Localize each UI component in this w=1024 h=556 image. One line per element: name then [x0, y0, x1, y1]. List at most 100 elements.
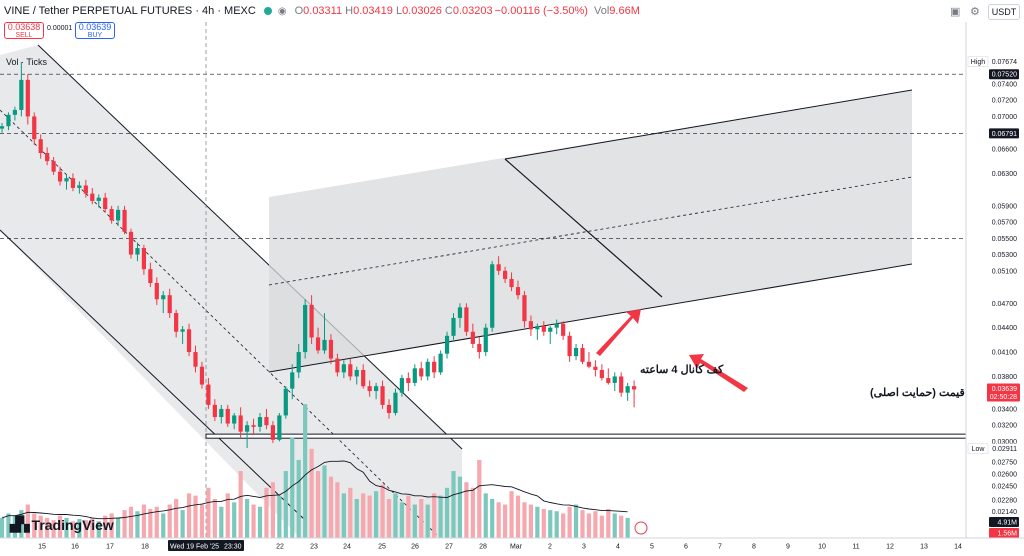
- volume-bar: [38, 515, 43, 538]
- candle-body: [245, 425, 250, 432]
- volume-bar: [225, 493, 230, 538]
- candle-body: [593, 366, 598, 370]
- header-volume: Vol9.66M: [593, 5, 640, 17]
- volume-bar: [399, 502, 404, 538]
- volume-bar: [451, 471, 456, 538]
- candle-body: [6, 114, 11, 127]
- ohlc-open: O0.03311: [294, 5, 343, 17]
- price-tick-label: 0.06600: [992, 146, 1017, 153]
- candle-body: [193, 352, 198, 367]
- chart-header: VINE / Tether PERPETUAL FUTURES · 4h · M…: [0, 0, 960, 22]
- candle-body: [406, 378, 411, 383]
- volume-bar: [206, 487, 211, 538]
- sell-button[interactable]: 0.03638 SELL: [4, 22, 44, 39]
- volume-bar: [561, 513, 566, 538]
- volume-bar: [283, 471, 288, 538]
- candle-body: [322, 339, 327, 351]
- volume-bar: [264, 487, 269, 538]
- volume-bar: [612, 513, 617, 538]
- volume-bar: [290, 437, 295, 538]
- volume-bar: [0, 517, 5, 538]
- volume-bar: [154, 506, 159, 538]
- maximize-icon[interactable]: ▣: [950, 6, 961, 18]
- time-tick-label: 18: [141, 544, 149, 551]
- candle-body: [128, 231, 134, 255]
- price-label: 0.05500: [992, 236, 1017, 243]
- ascending-channel-lower-line: [268, 263, 913, 373]
- candle-body: [219, 408, 224, 418]
- candle-body: [264, 417, 269, 426]
- volume-bar: [77, 519, 82, 538]
- volume-bar: [57, 515, 63, 538]
- time-tick-label: 13: [920, 544, 928, 551]
- volume-bar: [199, 504, 205, 538]
- candle-body: [212, 404, 217, 418]
- volume-bar: [322, 465, 327, 538]
- candle-body: [380, 386, 385, 405]
- volume-bar: [619, 515, 624, 538]
- ohlc-close: C0.03203: [444, 5, 493, 17]
- volume-bar: [599, 515, 604, 538]
- price-tick-label: 0.04700: [992, 301, 1017, 308]
- crosshair-time-label: 23:30: [224, 544, 242, 551]
- volume-bar: [438, 495, 443, 538]
- volume-bar: [193, 495, 198, 538]
- volume-bar: [309, 448, 314, 538]
- volume-bar: [19, 510, 24, 538]
- time-tick-label: 17: [106, 544, 114, 551]
- candle-body: [586, 361, 592, 367]
- buy-button[interactable]: 0.03639 BUY: [75, 22, 115, 39]
- price-tag-box: [967, 56, 989, 67]
- candle-body: [257, 417, 263, 427]
- price-tick-label: 0.07200: [992, 98, 1017, 105]
- candle-body: [135, 248, 140, 255]
- candle-body: [277, 415, 282, 440]
- candle-body: [154, 283, 159, 300]
- candle-body: [457, 307, 463, 318]
- volume-bar: [70, 521, 76, 538]
- candle-body: [580, 348, 585, 362]
- volume-bar: [238, 471, 243, 538]
- sell-price: 0.03638: [7, 22, 41, 32]
- volume-bar: [464, 482, 469, 538]
- volume-bar: [341, 493, 346, 538]
- lightning-icon: [634, 521, 648, 535]
- volume-bar: [161, 513, 166, 538]
- candle-body: [296, 352, 301, 373]
- candle-body: [483, 327, 488, 353]
- eye-icon[interactable]: ◉: [277, 5, 287, 17]
- symbol-title[interactable]: VINE / Tether PERPETUAL FUTURES · 4h · M…: [4, 5, 256, 17]
- candle-body: [90, 193, 95, 201]
- volume-bar: [315, 471, 321, 538]
- volume-bar: [374, 491, 379, 538]
- candle-body: [606, 378, 611, 383]
- time-tick-label: 5: [650, 544, 654, 551]
- candle-body: [554, 323, 559, 328]
- volume-bar: [606, 509, 611, 538]
- currency-button[interactable]: USDT: [988, 4, 1020, 20]
- volume-bar: [45, 517, 50, 538]
- sell-label: SELL: [15, 32, 33, 39]
- price-tick-label: 0.03200: [992, 423, 1017, 430]
- settings-icon[interactable]: ⚙: [970, 6, 980, 18]
- volume-bar: [386, 498, 392, 538]
- time-tick-label: 23: [310, 544, 318, 551]
- volume-axis-label: 1.56M: [998, 531, 1018, 538]
- spread-value: 0.00001: [47, 25, 73, 32]
- candle-body: [32, 116, 37, 140]
- descending-channel-lower-line: [0, 229, 306, 521]
- candle-body: [148, 269, 153, 283]
- candle-body: [354, 369, 359, 377]
- price-tick-label: 0.03400: [992, 406, 1017, 413]
- candle-body: [496, 264, 501, 271]
- countdown-label: 02:50:28: [990, 394, 1017, 401]
- price-tick-label: 0.05300: [992, 252, 1017, 259]
- tradingview-logo[interactable]: ▟▚ TradingView: [10, 516, 114, 533]
- volume-bar: [593, 511, 598, 538]
- candle-body: [174, 313, 179, 332]
- candle-body: [535, 326, 540, 330]
- candle-body: [309, 304, 314, 338]
- volume-indicator-label[interactable]: Vol · Ticks: [6, 57, 48, 67]
